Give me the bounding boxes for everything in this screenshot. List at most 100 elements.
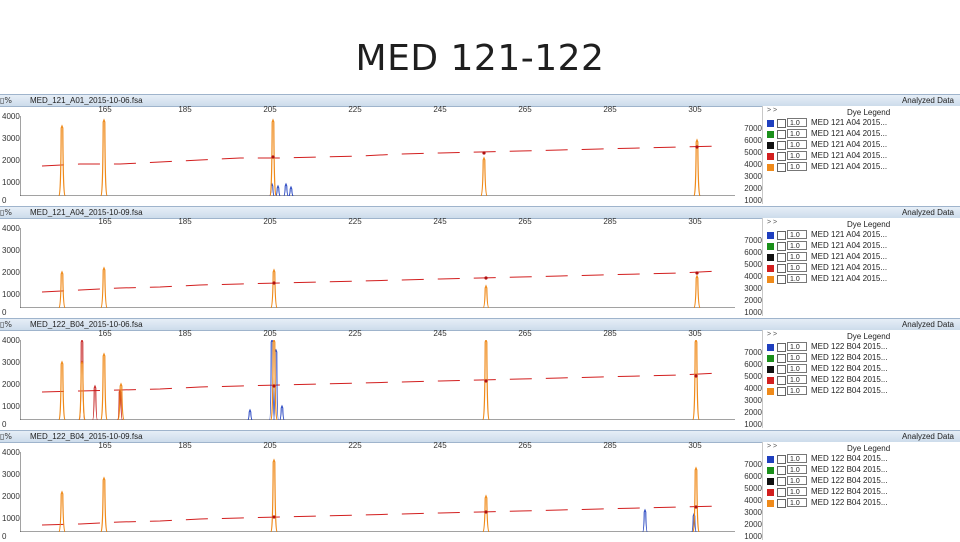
right-y-tick-label: 4000	[744, 160, 762, 169]
dye-visibility-checkbox[interactable]	[777, 343, 786, 352]
peak-marker	[482, 151, 486, 155]
dye-visibility-checkbox[interactable]	[777, 387, 786, 396]
trace-plot[interactable]	[20, 340, 735, 420]
right-y-tick-label: 3000	[744, 284, 762, 293]
dye-scale-field[interactable]: 1.0	[787, 498, 807, 507]
dye-visibility-checkbox[interactable]	[777, 365, 786, 374]
dye-visibility-checkbox[interactable]	[777, 253, 786, 262]
size-standard-line	[41, 505, 721, 526]
dye-scale-field[interactable]: 1.0	[787, 487, 807, 496]
right-y-axis: 70006000500040003000200010000	[738, 112, 762, 205]
dye-visibility-checkbox[interactable]	[777, 477, 786, 486]
x-tick-label: 265	[518, 217, 532, 226]
trace-plot[interactable]	[20, 452, 735, 532]
dye-scale-field[interactable]: 1.0	[787, 162, 807, 171]
blue-peak	[275, 184, 281, 196]
legend-expand-button[interactable]: > >	[767, 219, 778, 226]
dye-visibility-checkbox[interactable]	[777, 242, 786, 251]
dye-visibility-checkbox[interactable]	[777, 163, 786, 172]
orange-peak	[693, 274, 701, 308]
orange-peak	[692, 466, 700, 532]
right-y-tick-label: 5000	[744, 484, 762, 493]
dye-scale-field[interactable]: 1.0	[787, 129, 807, 138]
trace-panel: ▯% MED_121_A01_2015-10-06.fsa Analyzed D…	[0, 94, 960, 206]
dye-scale-field[interactable]: 1.0	[787, 151, 807, 160]
dye-scale-field[interactable]: 1.0	[787, 241, 807, 250]
x-tick-label: 285	[603, 217, 617, 226]
legend-expand-button[interactable]: > >	[767, 443, 778, 450]
y-tick-label: 0	[2, 532, 7, 541]
x-tick-label: 185	[178, 217, 192, 226]
dye-visibility-checkbox[interactable]	[777, 141, 786, 150]
peak-marker	[271, 155, 275, 159]
legend-row: 1.0 MED 121 A04 2015...	[767, 129, 960, 140]
dye-scale-field[interactable]: 1.0	[787, 140, 807, 149]
dye-visibility-checkbox[interactable]	[777, 264, 786, 273]
orange-peak	[480, 156, 488, 196]
dye-visibility-checkbox[interactable]	[777, 455, 786, 464]
dye-scale-field[interactable]: 1.0	[787, 386, 807, 395]
panel-zoom-icon[interactable]: ▯%	[0, 432, 13, 441]
dye-sample-name: MED 121 A04 2015...	[811, 230, 888, 239]
legend-row: 1.0 MED 121 A04 2015...	[767, 162, 960, 173]
blue-peak	[273, 348, 279, 420]
dye-scale-field[interactable]: 1.0	[787, 364, 807, 373]
dye-scale-field[interactable]: 1.0	[787, 465, 807, 474]
legend-row: 1.0 MED 121 A04 2015...	[767, 241, 960, 252]
dye-scale-field[interactable]: 1.0	[787, 263, 807, 272]
legend-row: 1.0 MED 121 A04 2015...	[767, 151, 960, 162]
legend-row: 1.0 MED 122 B04 2015...	[767, 353, 960, 364]
legend-expand-button[interactable]: > >	[767, 107, 778, 114]
dye-scale-field[interactable]: 1.0	[787, 476, 807, 485]
x-tick-label: 165	[98, 329, 112, 338]
dye-visibility-checkbox[interactable]	[777, 275, 786, 284]
trace-plot[interactable]	[20, 228, 735, 308]
dye-scale-field[interactable]: 1.0	[787, 252, 807, 261]
right-y-tick-label: 2000	[744, 184, 762, 193]
dye-scale-field[interactable]: 1.0	[787, 274, 807, 283]
legend-row: 1.0 MED 122 B04 2015...	[767, 487, 960, 498]
dye-scale-field[interactable]: 1.0	[787, 454, 807, 463]
right-y-tick-label: 7000	[744, 124, 762, 133]
y-tick-label: 1000	[2, 178, 20, 187]
analyzed-data-label: Analyzed Data	[901, 208, 954, 217]
legend-expand-button[interactable]: > >	[767, 331, 778, 338]
right-y-tick-label: 5000	[744, 372, 762, 381]
dye-color-swatch	[767, 120, 774, 127]
y-tick-label: 4000	[2, 336, 20, 345]
panel-zoom-icon[interactable]: ▯%	[0, 96, 13, 105]
dye-visibility-checkbox[interactable]	[777, 376, 786, 385]
dye-visibility-checkbox[interactable]	[777, 231, 786, 240]
panel-zoom-icon[interactable]: ▯%	[0, 320, 13, 329]
dye-scale-field[interactable]: 1.0	[787, 230, 807, 239]
dye-visibility-checkbox[interactable]	[777, 152, 786, 161]
dye-visibility-checkbox[interactable]	[777, 466, 786, 475]
dye-visibility-checkbox[interactable]	[777, 354, 786, 363]
dye-visibility-checkbox[interactable]	[777, 119, 786, 128]
dye-scale-field[interactable]: 1.0	[787, 118, 807, 127]
dye-color-swatch	[767, 377, 774, 384]
legend-row: 1.0 MED 121 A04 2015...	[767, 230, 960, 241]
y-tick-label: 3000	[2, 358, 20, 367]
right-y-tick-label: 6000	[744, 136, 762, 145]
y-tick-label: 3000	[2, 246, 20, 255]
dye-scale-field[interactable]: 1.0	[787, 353, 807, 362]
dye-scale-field[interactable]: 1.0	[787, 342, 807, 351]
legend-title: Dye Legend	[847, 108, 891, 117]
x-tick-label: 165	[98, 441, 112, 450]
dye-scale-field[interactable]: 1.0	[787, 375, 807, 384]
dye-color-swatch	[767, 388, 774, 395]
right-y-tick-label: 2000	[744, 408, 762, 417]
peak-marker	[272, 515, 276, 519]
dye-sample-name: MED 122 B04 2015...	[811, 465, 888, 474]
dye-visibility-checkbox[interactable]	[777, 499, 786, 508]
panel-zoom-icon[interactable]: ▯%	[0, 208, 13, 217]
dye-visibility-checkbox[interactable]	[777, 488, 786, 497]
trace-plot[interactable]	[20, 116, 735, 196]
dye-sample-name: MED 122 B04 2015...	[811, 342, 888, 351]
dye-visibility-checkbox[interactable]	[777, 130, 786, 139]
x-tick-label: 225	[348, 217, 362, 226]
sample-file-name: MED_121_A04_2015-10-09.fsa	[30, 208, 143, 217]
dye-sample-name: MED 122 B04 2015...	[811, 498, 888, 507]
x-tick-label: 205	[263, 441, 277, 450]
